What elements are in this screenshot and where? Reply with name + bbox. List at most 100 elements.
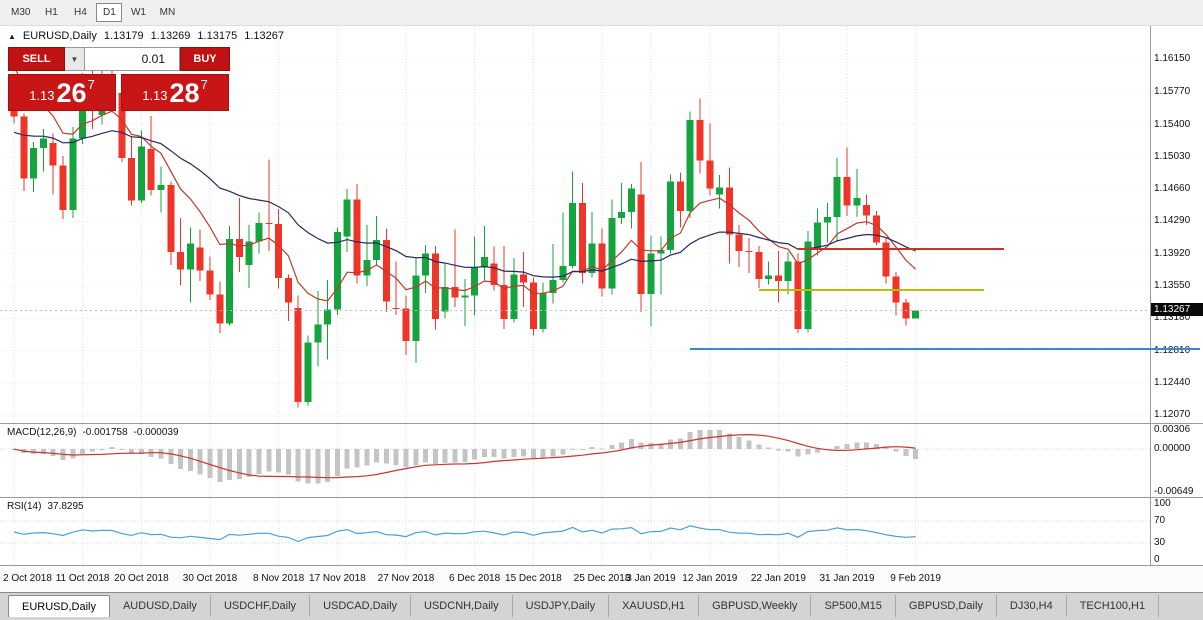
- current-price-tag: 1.13267: [1151, 302, 1203, 316]
- date-axis-label: 8 Nov 2018: [253, 573, 305, 584]
- date-axis-label: 3 Jan 2019: [626, 573, 676, 584]
- chart-tab-usdcad-daily[interactable]: USDCAD,Daily: [310, 595, 412, 617]
- macd-header: MACD(12,26,9) -0.001758 -0.000039: [7, 427, 179, 438]
- price-chart-panel: 1.13267 1.16150 1.15770 1.15400 1.15030 1.14…: [0, 26, 1203, 423]
- chart-symbol-label: EURUSD,Daily: [22, 30, 97, 42]
- volume-input[interactable]: [85, 47, 180, 71]
- rsi-title: RSI(14): [7, 501, 42, 512]
- timeframe-button-w1[interactable]: W1: [125, 3, 151, 22]
- chart-tab-usdchf-daily[interactable]: USDCHF,Daily: [211, 595, 311, 617]
- chart-ohlc-header: ▲ EURUSD,Daily 1.13179 1.13269 1.13175 1…: [8, 30, 284, 42]
- date-axis-label: 11 Oct 2018: [55, 573, 110, 584]
- chart-tab-gbpusd-weekly[interactable]: GBPUSD,Weekly: [699, 595, 812, 617]
- ohlc-close: 1.13267: [244, 30, 284, 42]
- chart-tab-usdjpy-daily[interactable]: USDJPY,Daily: [513, 595, 610, 617]
- chart-tab-tech100-h1[interactable]: TECH100,H1: [1067, 595, 1160, 617]
- date-axis-label: 30 Oct 2018: [182, 573, 238, 584]
- macd-title: MACD(12,26,9): [7, 427, 77, 438]
- current-price-value: 1.13267: [1154, 303, 1191, 315]
- chart-tab-usdcnh-daily[interactable]: USDCNH,Daily: [411, 595, 513, 617]
- macd-chart-canvas[interactable]: [0, 424, 1150, 497]
- price-axis-label: 1.15770: [1154, 86, 1191, 98]
- date-axis-label: 9 Feb 2019: [890, 573, 941, 584]
- price-axis-label: 1.14290: [1154, 215, 1191, 227]
- price-axis-label: 1.12070: [1154, 409, 1191, 421]
- date-axis-label: 22 Jan 2019: [750, 573, 806, 584]
- one-click-panel-toggle-icon[interactable]: ▲: [8, 31, 16, 41]
- macd-axis-label: 0.00000: [1154, 443, 1191, 455]
- ask-prefix: 1.13: [142, 88, 168, 103]
- price-axis-label: 1.12810: [1154, 344, 1191, 356]
- date-axis-label: 17 Nov 2018: [309, 573, 366, 584]
- macd-signal-value: -0.000039: [133, 427, 179, 438]
- buy-button[interactable]: BUY: [180, 47, 230, 71]
- date-axis-label: 2 Oct 2018: [3, 573, 52, 584]
- timeframe-button-mn[interactable]: MN: [154, 3, 180, 22]
- bid-price-display[interactable]: 1.13 26 7: [8, 74, 116, 111]
- horizontal-trendline[interactable]: [690, 347, 1200, 350]
- chart-tab-bar: EURUSD,Daily AUDUSD,Daily USDCHF,Daily USDC…: [0, 592, 1203, 620]
- horizontal-trendline[interactable]: [798, 248, 1004, 251]
- timeframe-toolbar: M30 H1 H4 D1 W1 MN: [0, 0, 1203, 26]
- date-axis-label: 6 Dec 2018: [449, 573, 501, 584]
- trade-controls-row: SELL ▼ BUY: [8, 47, 230, 71]
- chart-tab-gbpusd-daily[interactable]: GBPUSD,Daily: [896, 595, 997, 617]
- macd-main-value: -0.001758: [82, 427, 128, 438]
- rsi-indicator-panel: 100 70 30 0 RSI(14) 37.8295: [0, 497, 1203, 565]
- time-axis: 2 Oct 2018 11 Oct 2018 20 Oct 2018 30 Oct 2…: [0, 565, 1203, 592]
- price-axis: 1.13267 1.16150 1.15770 1.15400 1.15030 1.14…: [1150, 26, 1203, 423]
- rsi-chart-canvas[interactable]: [0, 498, 1150, 565]
- price-axis-label: 1.13180: [1154, 312, 1191, 324]
- date-axis-label: 12 Jan 2019: [682, 573, 738, 584]
- price-axis-label: 1.16150: [1154, 53, 1191, 65]
- bid-big-digits: 26: [56, 78, 87, 109]
- macd-axis: 0.00306 0.00000 -0.00649: [1150, 424, 1203, 497]
- date-axis-label: 20 Oct 2018: [114, 573, 169, 584]
- horizontal-trendline[interactable]: [758, 289, 985, 292]
- price-axis-label: 1.15030: [1154, 150, 1191, 162]
- ask-price-display[interactable]: 1.13 28 7: [121, 74, 229, 111]
- macd-axis-label: -0.00649: [1154, 486, 1194, 497]
- timeframe-button-d1[interactable]: D1: [96, 3, 123, 22]
- price-axis-label: 1.12440: [1154, 376, 1191, 388]
- chart-tab-audusd-daily[interactable]: AUDUSD,Daily: [110, 595, 211, 617]
- date-axis-label: 25 Dec 2018: [573, 573, 631, 584]
- chart-window: 1.13267 1.16150 1.15770 1.15400 1.15030 1.14…: [0, 26, 1203, 620]
- date-axis-label: 27 Nov 2018: [377, 573, 435, 584]
- chart-tab-eurusd-daily[interactable]: EURUSD,Daily: [8, 595, 110, 617]
- rsi-axis-label: 70: [1154, 514, 1166, 526]
- timeframe-button-m30[interactable]: M30: [6, 3, 35, 22]
- price-axis-label: 1.13550: [1154, 280, 1191, 291]
- price-axis-label: 1.15400: [1154, 118, 1191, 130]
- sell-button[interactable]: SELL: [8, 47, 65, 71]
- rsi-axis: 100 70 30 0: [1150, 498, 1203, 565]
- bid-pipette: 7: [87, 77, 95, 92]
- volume-dropdown-button[interactable]: ▼: [65, 47, 85, 71]
- ask-pipette: 7: [200, 77, 208, 92]
- rsi-axis-label: 0: [1154, 554, 1160, 565]
- ohlc-low: 1.13175: [197, 30, 238, 42]
- timeframe-button-h1[interactable]: H1: [38, 3, 64, 22]
- chart-tab-sp500-m15[interactable]: SP500,M15: [811, 595, 896, 617]
- rsi-value: 37.8295: [47, 501, 84, 512]
- ask-big-digits: 28: [169, 78, 200, 109]
- chart-tab-xauusd-h1[interactable]: XAUUSD,H1: [609, 595, 700, 617]
- rsi-axis-label: 100: [1154, 498, 1171, 509]
- quote-row: 1.13 26 7 1.13 28 7: [8, 74, 230, 111]
- macd-indicator-panel: 0.00306 0.00000 -0.00649 MACD(12,26,9) -0.…: [0, 423, 1203, 497]
- rsi-header: RSI(14) 37.8295: [7, 501, 84, 512]
- macd-axis-label: 0.00306: [1154, 424, 1191, 435]
- chart-tab-dj30-h4[interactable]: DJ30,H4: [997, 595, 1067, 617]
- date-axis-label: 31 Jan 2019: [819, 573, 875, 584]
- ohlc-high: 1.13269: [150, 30, 191, 42]
- date-axis-label: 15 Dec 2018: [505, 573, 562, 584]
- timeframe-button-h4[interactable]: H4: [67, 3, 93, 22]
- price-axis-label: 1.14660: [1154, 183, 1191, 195]
- rsi-axis-label: 30: [1154, 537, 1166, 549]
- price-axis-label: 1.13920: [1154, 247, 1191, 259]
- candlestick-chart-canvas[interactable]: [0, 26, 1150, 423]
- bid-prefix: 1.13: [29, 88, 55, 103]
- ohlc-open: 1.13179: [103, 30, 144, 42]
